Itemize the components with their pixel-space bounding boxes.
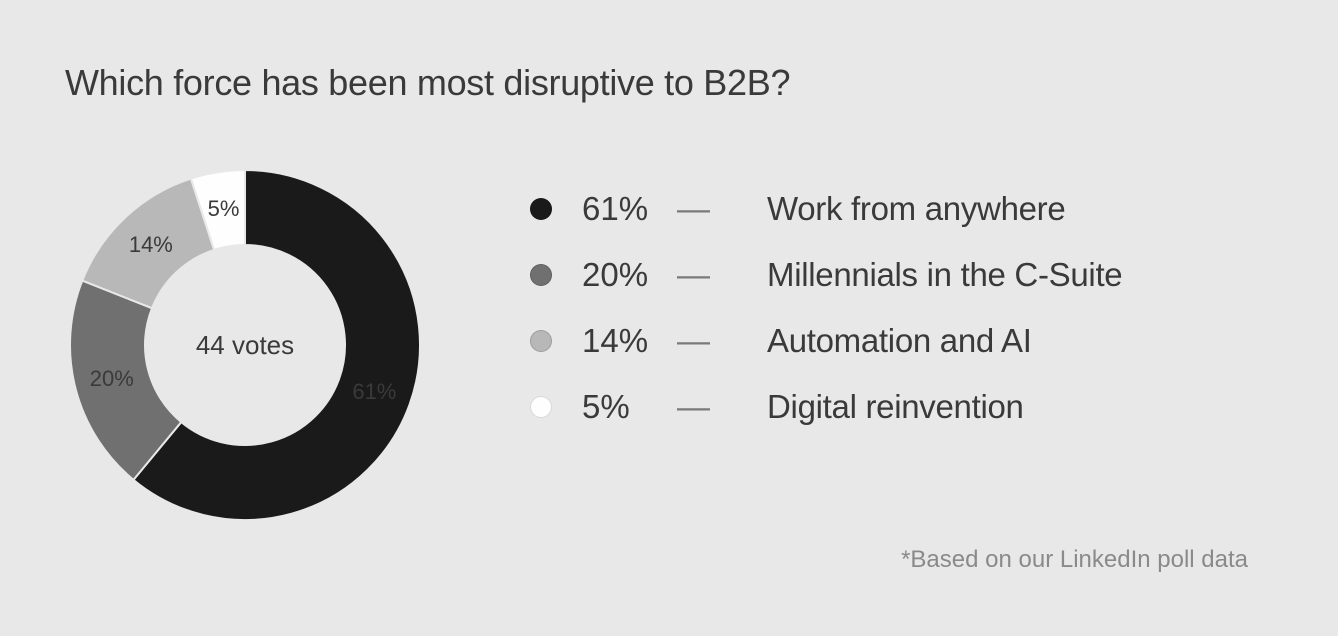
legend-swatch <box>530 198 552 220</box>
legend-percent: 61% <box>582 190 677 228</box>
chart-title: Which force has been most disruptive to … <box>65 62 790 104</box>
legend-row: 5%—Digital reinvention <box>530 388 1290 426</box>
legend-label: Digital reinvention <box>767 388 1290 426</box>
legend-dash: — <box>677 256 767 294</box>
legend-dash: — <box>677 322 767 360</box>
legend-row: 14%—Automation and AI <box>530 322 1290 360</box>
legend-swatch <box>530 396 552 418</box>
legend-label: Automation and AI <box>767 322 1290 360</box>
legend-swatch <box>530 330 552 352</box>
footnote: *Based on our LinkedIn poll data <box>901 546 1248 574</box>
legend-row: 61%—Work from anywhere <box>530 190 1290 228</box>
legend-percent: 5% <box>582 388 677 426</box>
legend-percent: 14% <box>582 322 677 360</box>
donut-svg <box>60 160 430 530</box>
legend-label: Millennials in the C-Suite <box>767 256 1290 294</box>
legend-label: Work from anywhere <box>767 190 1290 228</box>
legend-row: 20%—Millennials in the C-Suite <box>530 256 1290 294</box>
legend-dash: — <box>677 190 767 228</box>
legend: 61%—Work from anywhere20%—Millennials in… <box>530 190 1290 454</box>
legend-percent: 20% <box>582 256 677 294</box>
legend-swatch <box>530 264 552 286</box>
legend-dash: — <box>677 388 767 426</box>
donut-chart: 44 votes 61%20%14%5% <box>60 160 430 530</box>
donut-slice <box>82 179 214 309</box>
